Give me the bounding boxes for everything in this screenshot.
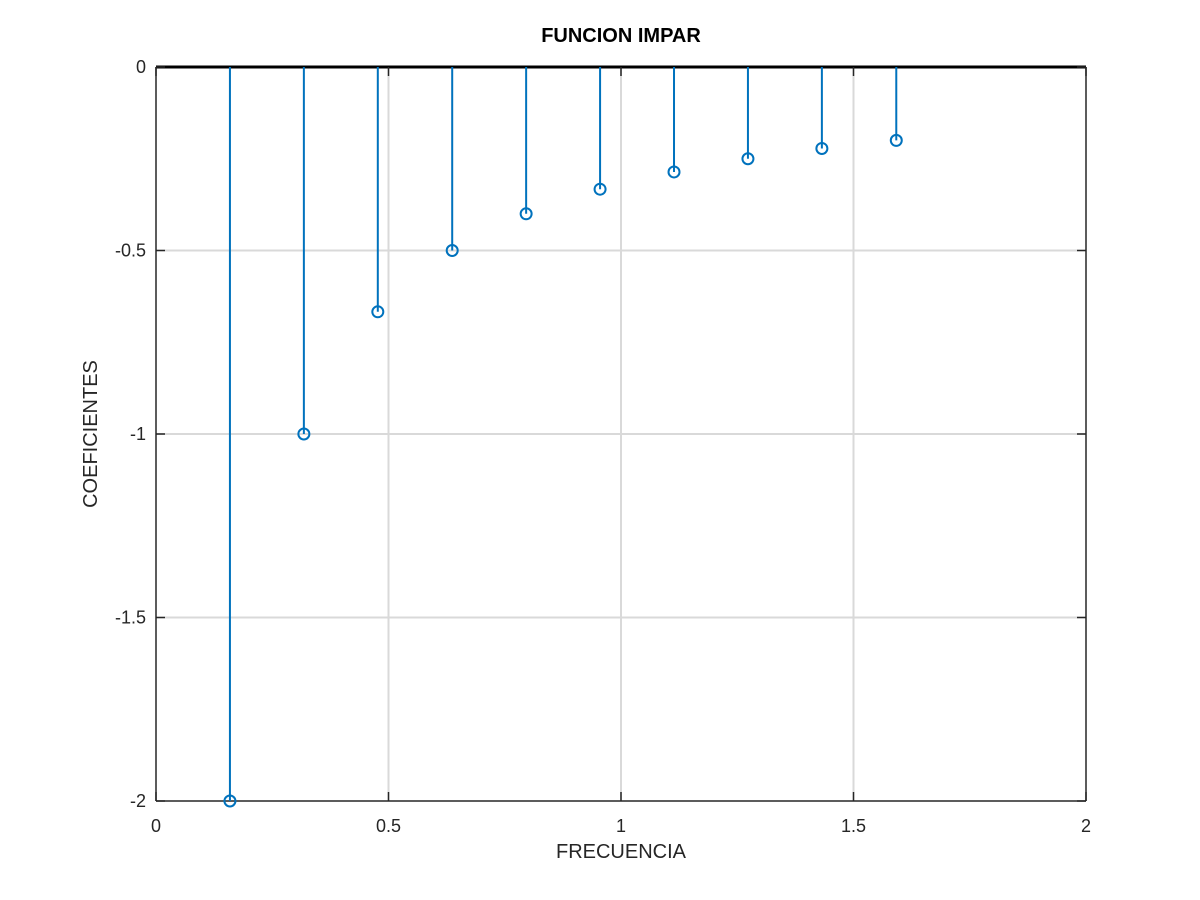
y-tick-label: 0 (136, 57, 146, 77)
x-tick-label: 0 (151, 816, 161, 836)
stem-marker (297, 427, 311, 441)
stem-marker (223, 794, 237, 808)
y-tick-label: -1 (130, 424, 146, 444)
stem-marker (445, 244, 459, 257)
stem-marker (519, 207, 533, 221)
x-tick-label: 2 (1081, 816, 1091, 836)
stems (228, 67, 898, 801)
y-tick-label: -0.5 (115, 241, 146, 261)
stem-marker (889, 133, 903, 147)
y-axis-label: COEFICIENTES (80, 360, 102, 508)
y-tick-label: -2 (130, 791, 146, 811)
grid (156, 67, 1086, 801)
stem-marker (667, 165, 681, 179)
x-tick-label: 0.5 (376, 816, 401, 836)
x-axis-label: FRECUENCIA (556, 841, 687, 863)
x-tick-label: 1.5 (841, 816, 866, 836)
stem-marker (371, 305, 385, 319)
x-tick-label: 1 (616, 816, 626, 836)
markers (223, 133, 903, 808)
ticks: 0 0.5 1 1.5 2 -2 -1.5 -1 -0.5 0 (115, 57, 1091, 836)
chart-title: FUNCION IMPAR (541, 25, 701, 47)
stem-marker (593, 182, 607, 196)
stem-marker (741, 152, 755, 166)
y-tick-label: -1.5 (115, 608, 146, 628)
stem-marker (815, 141, 829, 155)
